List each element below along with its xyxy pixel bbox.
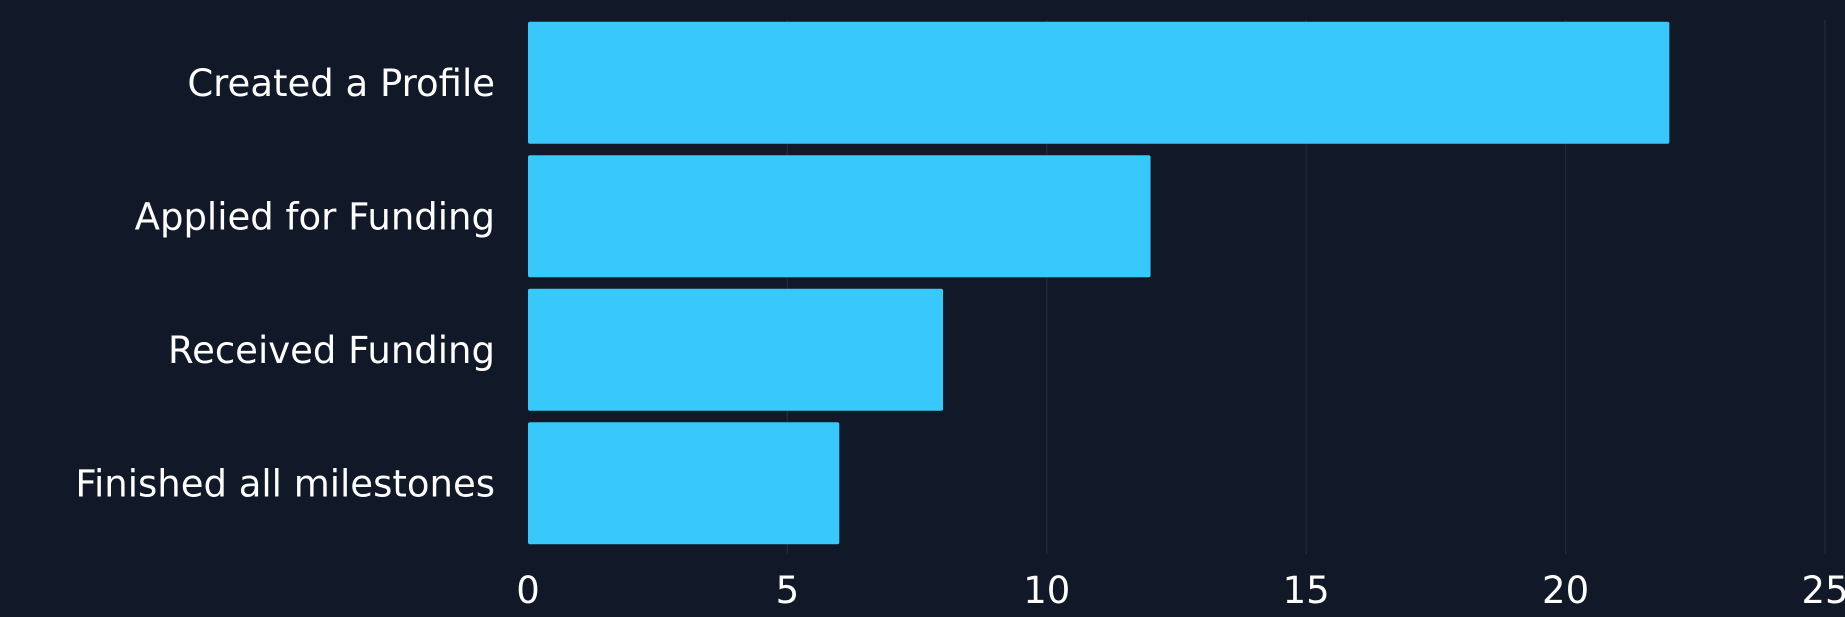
x-axis-tick-labels: 0 5 10 15 20 25 <box>516 569 1845 612</box>
x-tick-label-15: 15 <box>1283 569 1330 612</box>
category-labels: Created a Profile Applied for Funding Rece… <box>75 62 495 506</box>
x-tick-label-10: 10 <box>1023 569 1070 612</box>
category-label-applied-for-funding: Applied for Funding <box>135 195 495 238</box>
x-tick-label-20: 20 <box>1542 569 1589 612</box>
x-tick-label-25: 25 <box>1801 569 1845 612</box>
x-tick-label-0: 0 <box>516 569 540 612</box>
bar-finished-all-milestones <box>528 422 840 545</box>
x-tick-label-5: 5 <box>776 569 800 612</box>
bar-applied-for-funding <box>528 155 1151 278</box>
bar-received-funding <box>528 288 944 411</box>
bars <box>528 21 1670 545</box>
category-label-received-funding: Received Funding <box>168 329 495 372</box>
category-label-created-a-profile: Created a Profile <box>187 62 495 105</box>
bar-created-a-profile <box>528 21 1670 144</box>
category-label-finished-all-milestones: Finished all milestones <box>75 462 495 505</box>
